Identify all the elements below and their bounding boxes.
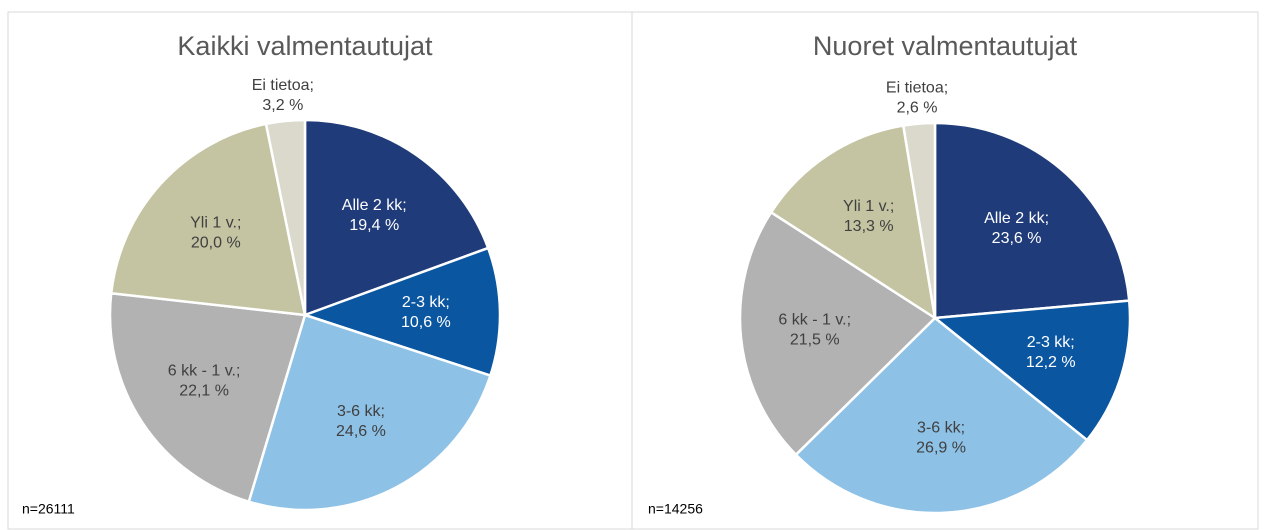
pie-slice [108,291,307,504]
slice-value: 20,0 % [191,235,241,252]
slice-category: Ei tietoa; [252,77,314,94]
slice-label: Alle 2 kk; 19,4 % [342,197,407,234]
slice-category: 6 kk - 1 v.; [168,363,241,380]
sample-note: n=26111 [22,501,75,517]
slice-value: 24,6 % [336,423,386,440]
pie-slice [933,121,1131,320]
slice-label: 6 kk - 1 v.; 21,5 % [778,312,851,349]
pie-slice [301,246,502,378]
chart-title: Kaikki valmentautujat [177,31,433,61]
chart-title: Nuoret valmentautujat [813,31,1078,61]
slice-label: Alle 2 kk; 23,6 % [984,210,1049,247]
pie-slice [794,316,1089,515]
pie-slice [738,210,937,457]
slice-category: Yli 1 v.; [190,215,241,232]
slice-category: 2-3 kk; [1027,334,1075,351]
slice-label: 6 kk - 1 v.; 22,1 % [168,363,241,400]
slice-value: 10,6 % [401,314,451,331]
slice-label: 2-3 kk; 10,6 % [401,294,451,331]
slice-label: 3-6 kk; 24,6 % [336,403,386,440]
slice-value: 2,6 % [897,100,938,117]
slice-label: 3-6 kk; 26,9 % [916,420,966,457]
slice-label: Yli 1 v.; 13,3 % [843,198,894,235]
slice-label: Ei tietoa; 3,2 % [252,77,314,114]
pie-slice [264,118,307,316]
slice-label: Yli 1 v.; 20,0 % [190,215,241,252]
slice-category: Alle 2 kk; [984,210,1049,227]
pie-slice [247,313,492,512]
slice-label: Ei tietoa; 2,6 % [886,80,948,117]
pie-slice [901,121,937,319]
pie-slice [109,122,307,317]
pie-slice [931,299,1132,442]
slice-category: Yli 1 v.; [843,198,894,215]
slice-value: 26,9 % [916,440,966,457]
sample-note: n=14256 [648,501,703,517]
slice-value: 19,4 % [349,217,399,234]
slice-value: 23,6 % [992,230,1042,247]
pie-slice [303,118,490,317]
slice-value: 12,2 % [1026,354,1076,371]
slice-category: 2-3 kk; [402,294,450,311]
slice-category: Alle 2 kk; [342,197,407,214]
slice-value: 3,2 % [262,97,303,114]
slice-value: 13,3 % [844,218,894,235]
slice-category: 3-6 kk; [917,420,965,437]
pie-slice [769,124,937,321]
slice-value: 22,1 % [179,383,229,400]
slice-label: 2-3 kk; 12,2 % [1026,334,1076,371]
slice-category: 6 kk - 1 v.; [778,312,851,329]
slice-value: 21,5 % [790,332,840,349]
slice-category: Ei tietoa; [886,80,948,97]
slice-category: 3-6 kk; [337,403,385,420]
